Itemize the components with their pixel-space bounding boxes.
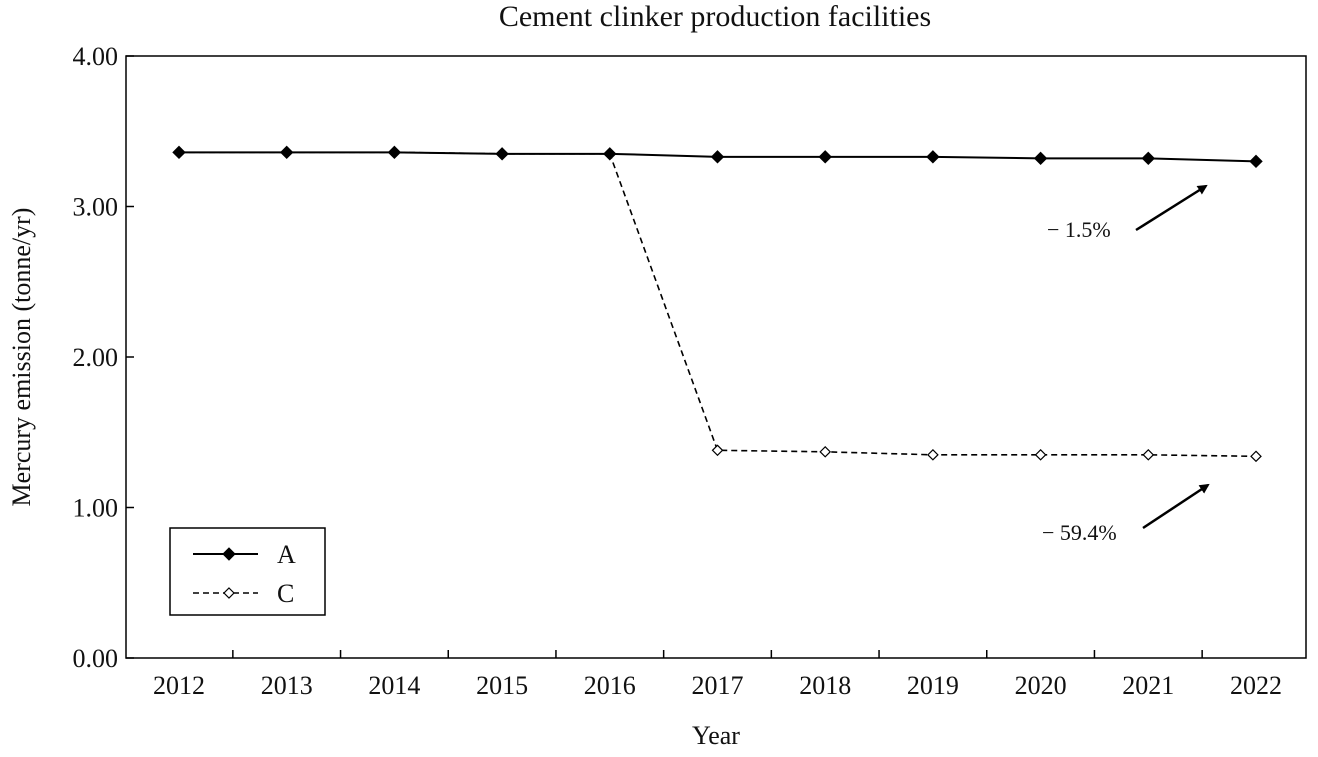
x-tick-label: 2016 [584,671,636,700]
x-tick-label: 2017 [692,671,744,700]
annotation-c-arrow [1142,483,1210,530]
point-a [1141,151,1156,166]
point-a [495,147,509,161]
point-c [819,445,832,458]
point-a [926,150,940,164]
legend: A C [169,527,326,616]
x-tick-label: 2020 [1015,671,1067,700]
x-tick-label: 2012 [153,671,205,700]
x-tick-label: 2013 [261,671,313,700]
annotation-a-label: − 1.5% [1047,217,1111,242]
y-tick-label: 3.00 [73,193,119,222]
point-a [1249,154,1263,169]
legend-marker-a [222,547,236,561]
point-c [1142,448,1155,461]
series-layer [172,145,1263,463]
point-c [927,448,939,461]
y-tick-label: 1.00 [73,494,119,523]
series-line-c [179,151,1257,458]
point-c [1250,450,1262,463]
chart-title: Cement clinker production facilities [499,0,931,33]
legend-label-a: A [277,540,296,569]
x-axis-label: Year [692,721,740,750]
y-tick-label: 0.00 [73,644,119,673]
legend-marker-c [223,587,235,599]
y-axis-label: Mercury emission (tonne/yr) [7,208,36,507]
x-tick-label: 2019 [907,671,959,700]
x-tick-label: 2021 [1122,671,1174,700]
point-a [603,147,617,161]
point-a [387,145,402,160]
x-tick-label: 2015 [476,671,528,700]
point-a [818,150,832,164]
y-tick-label: 4.00 [73,42,119,71]
x-axis-ticks: 2012 2013 2014 2015 2016 2017 2018 2019 2020 2021… [153,650,1282,700]
point-a [279,145,294,160]
x-tick-label: 2018 [799,671,851,700]
y-tick-label: 2.00 [73,343,119,372]
y-axis-ticks: 0.00 1.00 2.00 3.00 4.00 [73,42,134,673]
point-c [711,444,724,457]
point-a [710,150,725,164]
annotation-c-label: − 59.4% [1042,520,1117,545]
x-tick-label: 2014 [368,671,420,700]
point-c [1034,448,1047,461]
point-a [1033,151,1048,166]
point-a [172,145,186,160]
legend-label-c: C [277,579,294,608]
annotation-a-arrow [1135,184,1208,232]
x-tick-label: 2022 [1230,671,1282,700]
legend-box [169,527,326,616]
